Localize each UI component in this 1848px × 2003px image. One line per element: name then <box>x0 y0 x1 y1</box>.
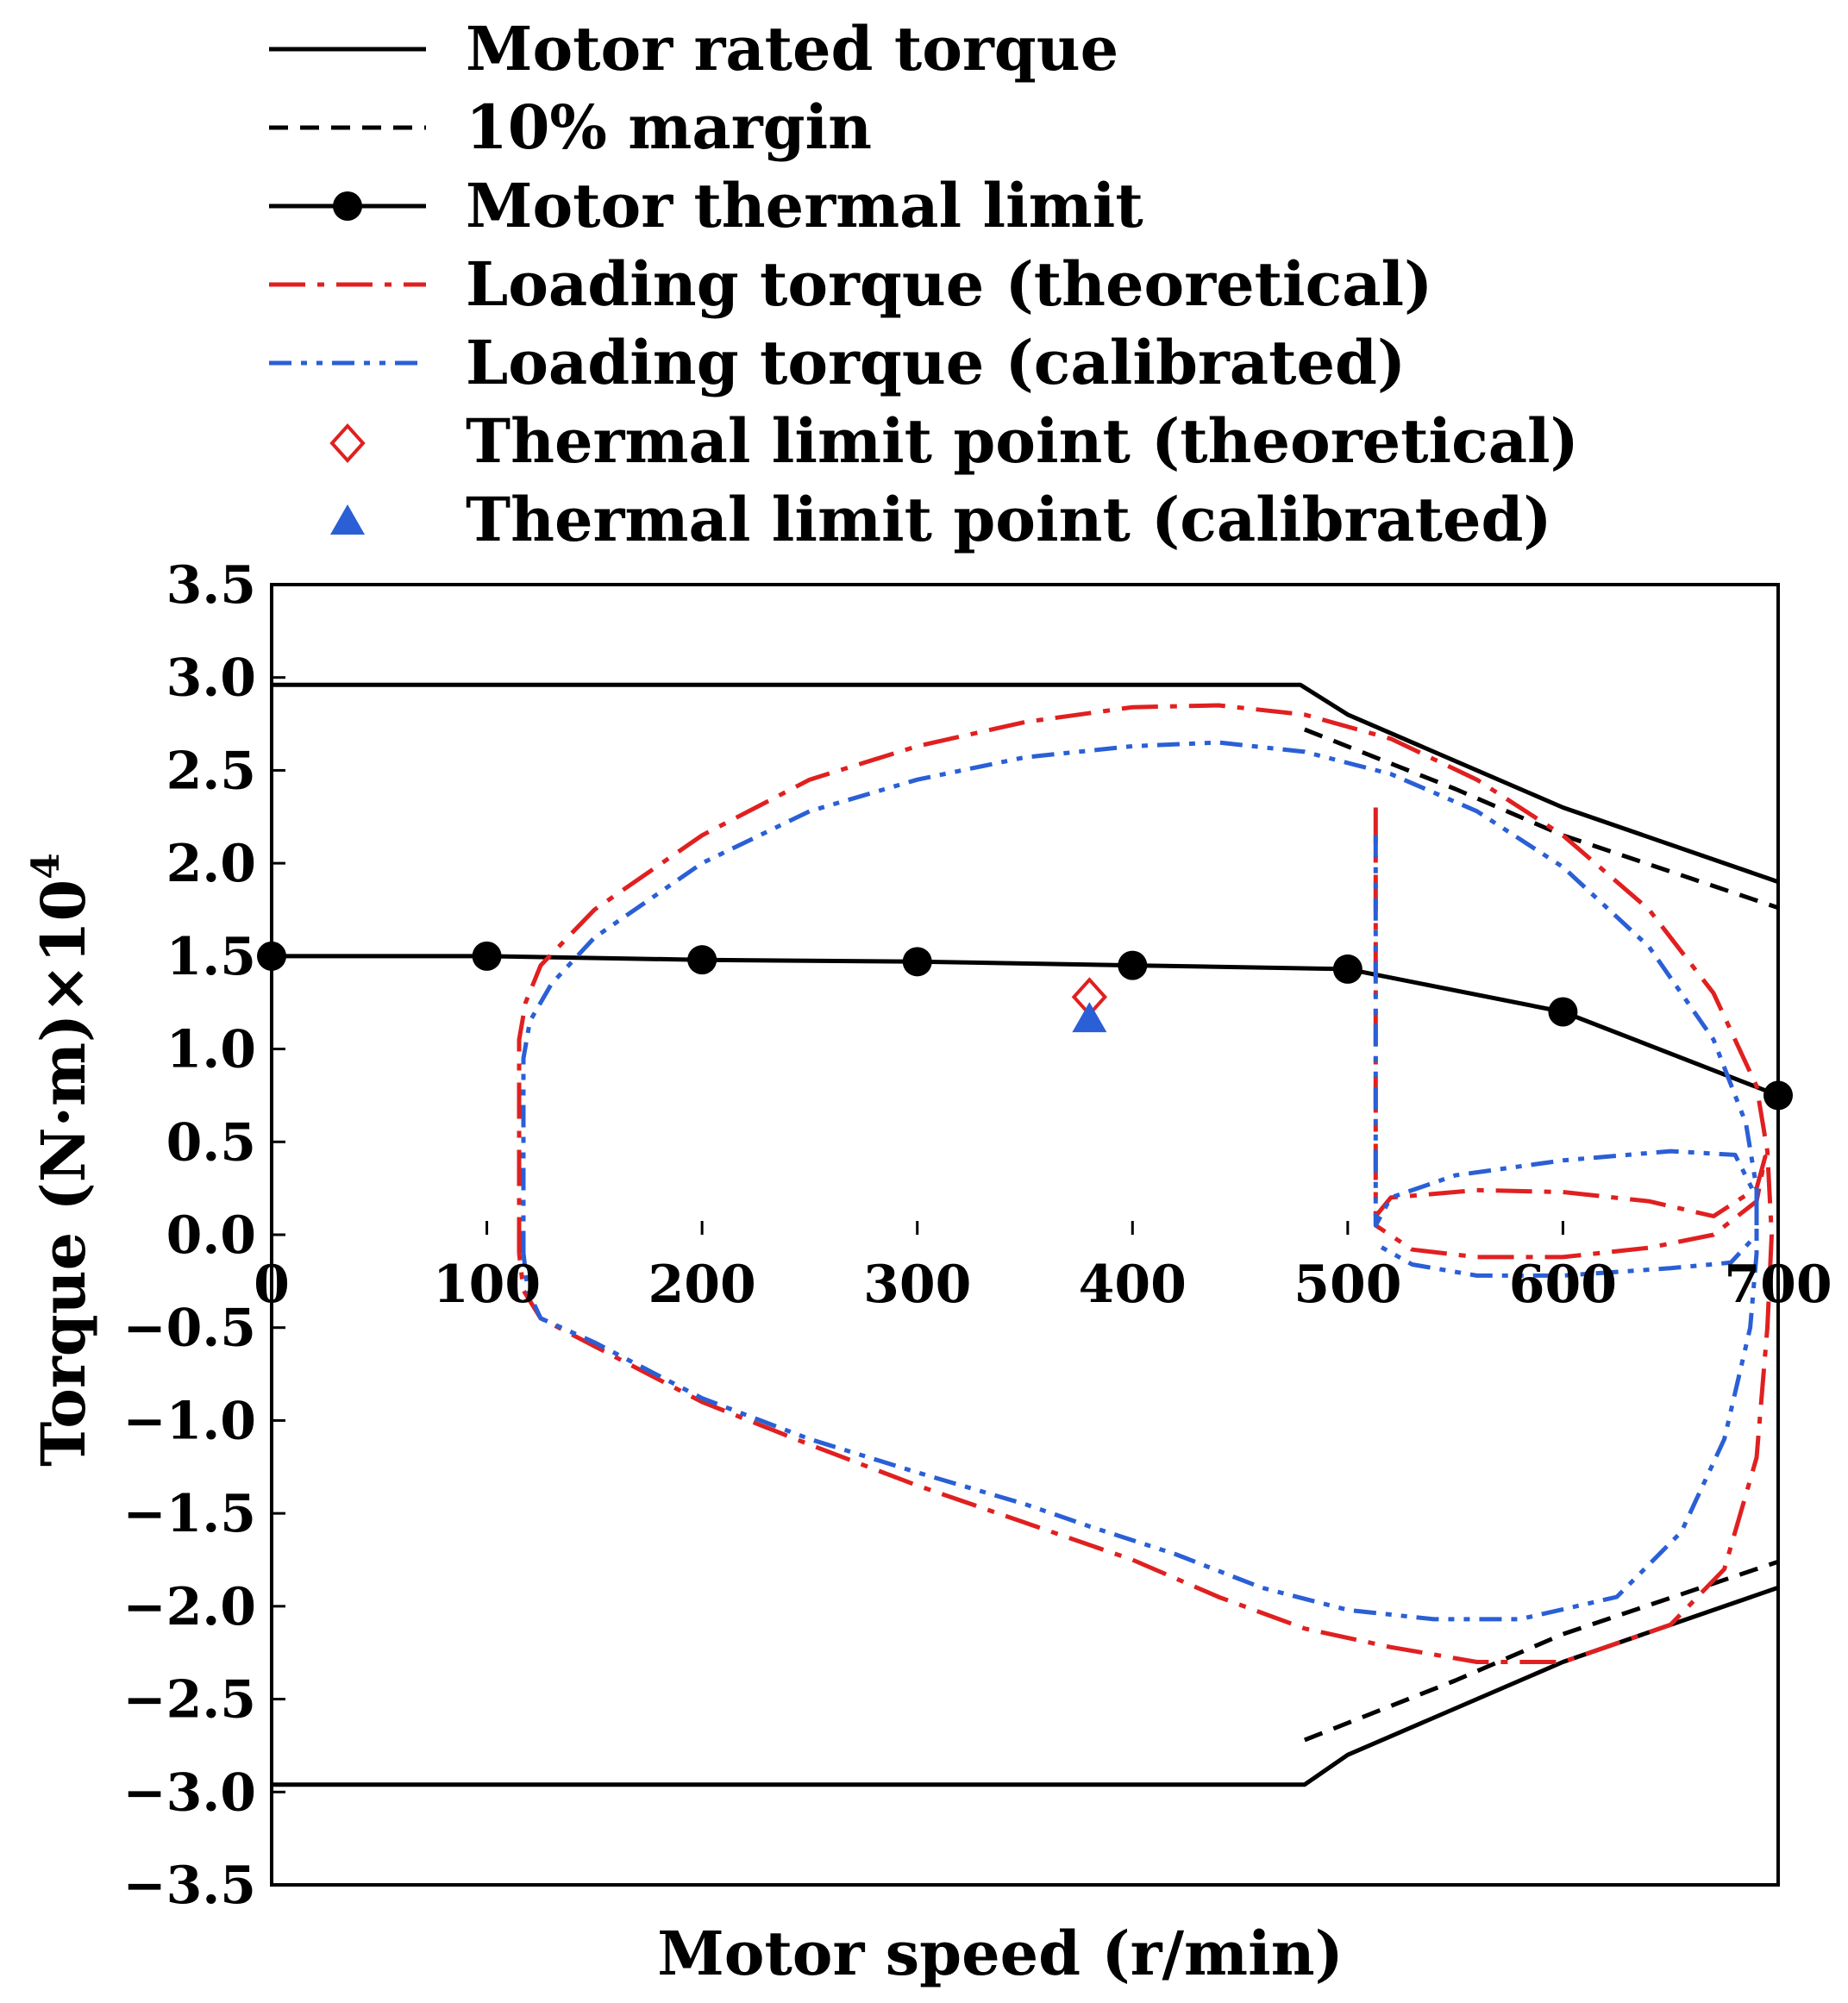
thermal-limit-marker <box>687 945 717 975</box>
series-line-loading-torque-calibrated <box>1373 835 1759 1278</box>
y-axis: 3.5 3.0 2.5 2.0 1.5 1.0 0.5 0.0 −0.5 −1.0 −1.5 −2.0… <box>122 555 285 1916</box>
y-axis-title-exponent: 4 <box>24 853 68 879</box>
y-tick-label: −2.0 <box>122 1577 256 1637</box>
y-tick-label: 2.0 <box>166 834 256 894</box>
thermal-limit-marker <box>902 947 932 977</box>
series-line-motor-rated-torque <box>272 682 1779 885</box>
legend-label: 10% margin <box>466 91 872 163</box>
series-line-loading-torque-theoretical <box>1373 807 1768 1260</box>
y-tick-label: −1.0 <box>122 1391 256 1451</box>
series-line-10-margin <box>1303 727 1779 911</box>
x-tick-label: 200 <box>648 1255 756 1315</box>
x-axis-title: Motor speed (r/min) <box>657 1918 1343 1989</box>
series-line-10-margin <box>1303 1559 1779 1743</box>
thermal-limit-marker <box>1332 954 1363 984</box>
y-tick-label: 2.5 <box>166 741 256 801</box>
legend-label: Thermal limit point (theoretical) <box>466 405 1579 477</box>
x-tick-label: 100 <box>433 1255 541 1315</box>
x-tick-label: 600 <box>1509 1255 1617 1315</box>
y-tick-label: 0.0 <box>166 1205 256 1266</box>
x-tick-label: 400 <box>1079 1255 1187 1315</box>
y-tick-label: 0.5 <box>166 1112 256 1173</box>
legend-marker <box>333 191 362 221</box>
y-tick-label: 1.5 <box>166 927 256 987</box>
point-thermal-limit-point-calibrated <box>1072 1002 1107 1033</box>
series-line-loading-torque-calibrated <box>521 740 1759 1622</box>
y-tick-label: 1.0 <box>166 1020 256 1080</box>
plot-frame <box>270 583 1780 1887</box>
legend-label: Thermal limit point (calibrated) <box>466 484 1552 555</box>
legend-symbol-thermal-limit-point-theoretical <box>329 423 366 463</box>
legend-label: Motor thermal limit <box>466 170 1143 241</box>
legend-label: Loading torque (calibrated) <box>466 327 1406 398</box>
y-tick-label: −2.5 <box>122 1670 256 1731</box>
legend-symbol-thermal-limit-point-calibrated <box>330 504 365 535</box>
y-axis-title: Torque (N·m)×104 <box>24 853 99 1467</box>
series-line-motor-thermal-limit <box>272 954 1779 1098</box>
legend-label: Loading torque (theoretical) <box>466 248 1432 320</box>
x-tick-label: 0 <box>254 1255 290 1315</box>
y-tick-label: −3.0 <box>122 1762 256 1823</box>
x-tick-label: 500 <box>1294 1255 1401 1315</box>
thermal-limit-marker <box>1118 950 1148 980</box>
y-tick-label: 3.0 <box>166 648 256 709</box>
x-tick-label: 700 <box>1724 1255 1832 1315</box>
thermal-limit-marker <box>472 941 502 971</box>
y-tick-label: −3.5 <box>122 1856 256 1916</box>
y-tick-label: −0.5 <box>122 1299 256 1359</box>
thermal-limit-marker <box>1548 997 1578 1027</box>
y-tick-label: 3.5 <box>166 555 256 616</box>
series-line-loading-torque-theoretical <box>517 703 1774 1664</box>
y-axis-title-base: Torque (N·m)×10 <box>28 879 99 1467</box>
legend-label: Motor rated torque <box>466 13 1118 85</box>
plot-series <box>257 682 1793 1787</box>
x-axis: 0 100 200 300 400 500 600 700 <box>254 1221 1832 1315</box>
x-tick-label: 300 <box>863 1255 971 1315</box>
y-tick-label: −1.5 <box>122 1484 256 1544</box>
series-line-motor-rated-torque <box>272 1585 1779 1787</box>
